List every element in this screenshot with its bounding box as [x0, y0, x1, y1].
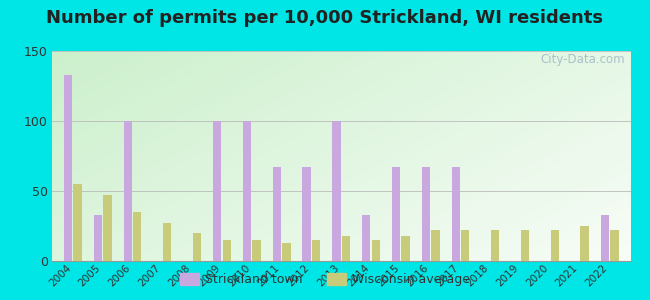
Bar	[392, 167, 400, 261]
Bar	[222, 240, 231, 261]
Bar	[402, 236, 410, 261]
Legend: Strickland town, Wisconsin average: Strickland town, Wisconsin average	[175, 268, 475, 291]
Bar	[193, 233, 201, 261]
Bar	[491, 230, 499, 261]
Bar	[124, 121, 132, 261]
Bar	[243, 121, 251, 261]
Bar	[73, 184, 82, 261]
Bar	[610, 230, 619, 261]
Bar	[103, 195, 112, 261]
Bar	[432, 230, 439, 261]
Bar	[94, 215, 102, 261]
Bar	[64, 75, 72, 261]
Bar	[302, 167, 311, 261]
Bar	[342, 236, 350, 261]
Bar	[461, 230, 469, 261]
Bar	[312, 240, 320, 261]
Bar	[601, 215, 609, 261]
Bar	[551, 230, 559, 261]
Text: Number of permits per 10,000 Strickland, WI residents: Number of permits per 10,000 Strickland,…	[47, 9, 603, 27]
Bar	[452, 167, 460, 261]
Bar	[282, 243, 291, 261]
Bar	[372, 240, 380, 261]
Bar	[133, 212, 142, 261]
Text: City-Data.com: City-Data.com	[540, 53, 625, 66]
Bar	[272, 167, 281, 261]
Bar	[362, 215, 370, 261]
Bar	[332, 121, 341, 261]
Bar	[213, 121, 222, 261]
Bar	[252, 240, 261, 261]
Bar	[163, 223, 172, 261]
Bar	[422, 167, 430, 261]
Bar	[521, 230, 529, 261]
Bar	[580, 226, 589, 261]
